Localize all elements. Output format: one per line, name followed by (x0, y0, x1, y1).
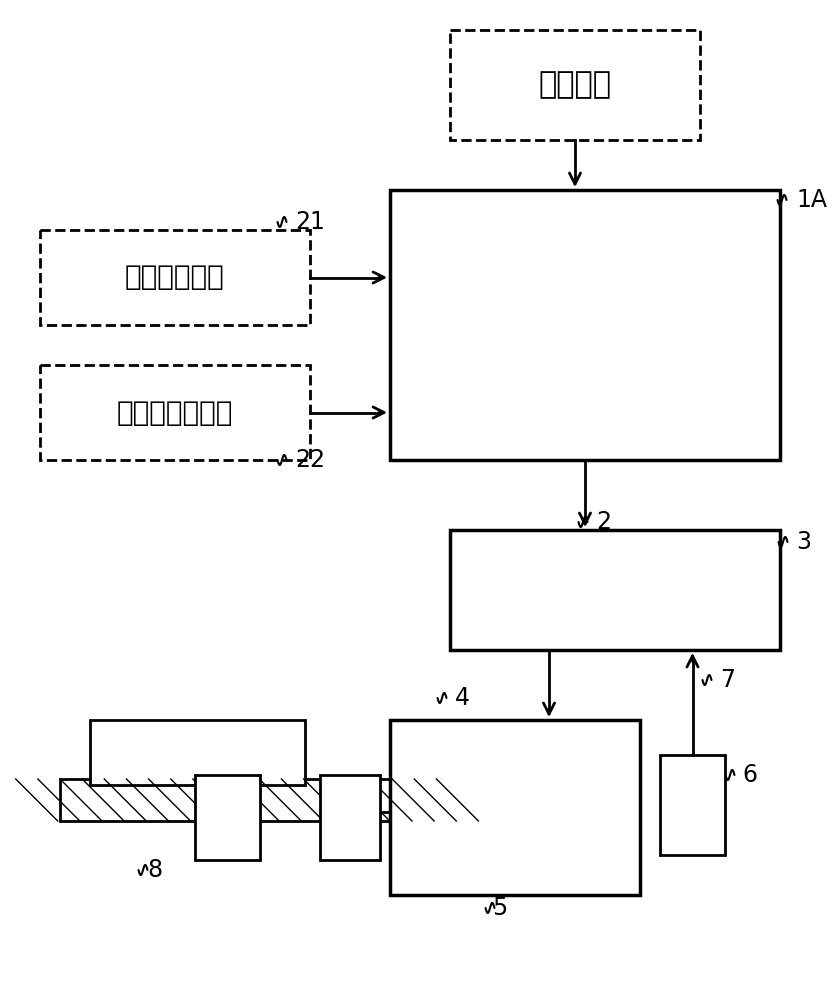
Text: 5: 5 (492, 896, 508, 920)
Text: 6: 6 (742, 763, 757, 787)
Bar (450, 530, 780, 650)
Bar (660, 755, 725, 855)
Bar (320, 775, 380, 860)
Bar (60, 779, 370, 821)
Text: 2: 2 (596, 510, 611, 534)
Text: 8: 8 (148, 858, 163, 882)
Text: 加减速区间信息: 加减速区间信息 (117, 398, 233, 426)
Bar (195, 775, 260, 860)
Bar (40, 230, 310, 325)
Bar (40, 365, 310, 460)
Text: 主轴位置: 主轴位置 (539, 70, 612, 100)
Text: 3: 3 (796, 530, 811, 554)
Bar (60, 779, 370, 821)
Text: 1A: 1A (796, 188, 827, 212)
Text: 4: 4 (455, 686, 470, 710)
Bar (90, 720, 305, 785)
Bar (450, 30, 700, 140)
Text: 21: 21 (295, 210, 325, 234)
Text: 7: 7 (720, 668, 735, 692)
Text: 22: 22 (295, 448, 325, 472)
Bar (390, 190, 780, 460)
Bar (390, 720, 640, 895)
Text: 坐标数据信息: 坐标数据信息 (125, 263, 225, 292)
